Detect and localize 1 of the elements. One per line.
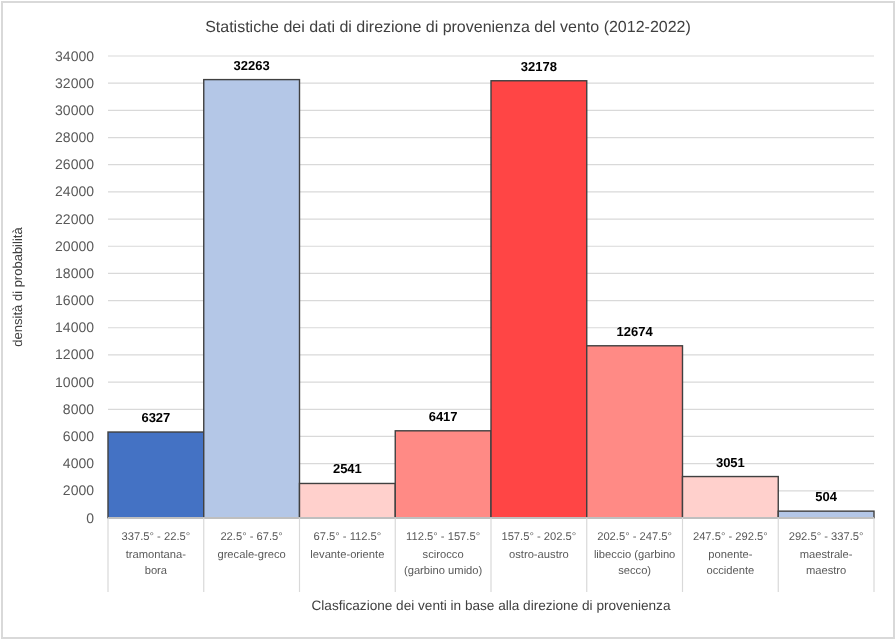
chart-title: Statistiche dei dati di direzione di provenienza del vento (2012-2022): [205, 18, 692, 36]
